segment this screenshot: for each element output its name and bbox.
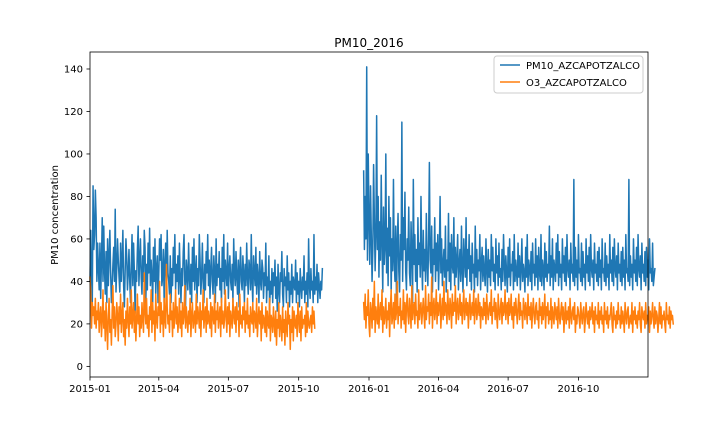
series-layer [89,66,675,351]
y-tick-label-100: 100 [64,149,83,160]
series-pm10-azcapotzalco [89,66,656,315]
x-tick-label-2015-07: 2015-07 [207,384,249,395]
series-o3-azcapotzalco [89,263,675,351]
legend-label-pm10: PM10_AZCAPOTZALCO [526,61,640,72]
legend: PM10_AZCAPOTZALCO O3_AZCAPOTZALCO [493,55,644,94]
x-tick-label-2015-10: 2015-10 [278,384,320,395]
x-tick-label-2015-04: 2015-04 [138,384,180,395]
legend-box [493,55,644,94]
y-axis-title: PM10 concentration [50,165,61,265]
y-tick-label-140: 140 [64,64,83,75]
plot-area: 0 20 40 60 80 100 120 140 2015-01 2015-04 2015-07 2… [64,51,675,395]
chart-title: PM10_2016 [334,36,403,50]
x-tick-label-2016-01: 2016-01 [348,384,390,395]
series-line-0-segment-1 [362,66,656,304]
x-tick-label-2016-04: 2016-04 [418,384,460,395]
y-tick-label-60: 60 [70,234,83,245]
y-tick-label-20: 20 [70,319,83,330]
x-tick-label-2016-10: 2016-10 [558,384,600,395]
y-tick-label-80: 80 [70,192,83,203]
y-tick-label-0: 0 [77,362,83,373]
x-tick-label-2015-01: 2015-01 [69,384,111,395]
legend-label-o3: O3_AZCAPOTZALCO [526,78,627,89]
y-tick-label-120: 120 [64,107,83,118]
series-line-1-segment-1 [362,276,675,338]
axes-layer: 0 20 40 60 80 100 120 140 2015-01 2015-04 2015-07 2… [64,51,649,395]
x-tick-label-2016-07: 2016-07 [487,384,529,395]
y-tick-label-40: 40 [70,277,83,288]
series-line-1-segment-0 [89,263,316,351]
series-line-0-segment-0 [89,185,324,315]
